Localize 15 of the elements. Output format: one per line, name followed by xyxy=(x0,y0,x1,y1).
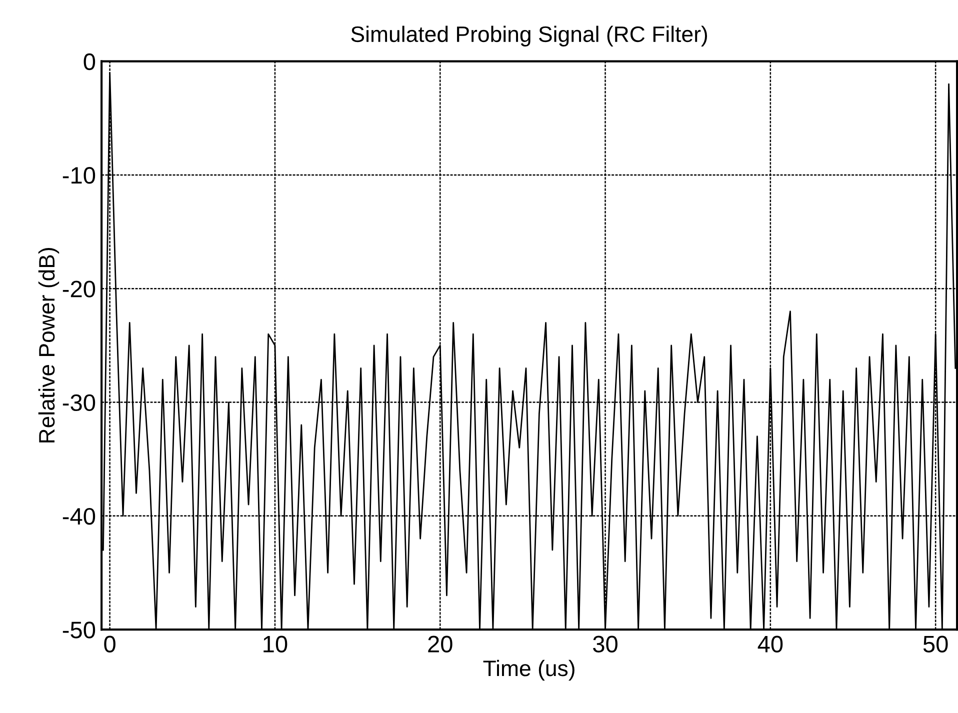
x-tick-label: 50 xyxy=(923,636,948,652)
y-tick-label: -10 xyxy=(62,167,96,184)
y-tick-label: -30 xyxy=(62,394,96,412)
x-tick-label: 30 xyxy=(593,636,618,652)
y-axis-title: Relative Power (dB) xyxy=(38,248,60,442)
x-axis-title: Time (us) xyxy=(483,660,574,681)
y-tick-label: 0 xyxy=(84,53,96,70)
y-tick-label: -50 xyxy=(62,622,96,638)
y-tick-label: -40 xyxy=(62,508,96,525)
y-tick-label: -20 xyxy=(62,280,96,298)
x-tick-label: 20 xyxy=(428,636,452,652)
x-tick-label: 0 xyxy=(104,636,116,652)
x-tick-label: 40 xyxy=(758,636,783,652)
x-tick-label: 10 xyxy=(264,636,288,652)
chart-title: Simulated Probing Signal (RC Filter) xyxy=(351,26,708,46)
